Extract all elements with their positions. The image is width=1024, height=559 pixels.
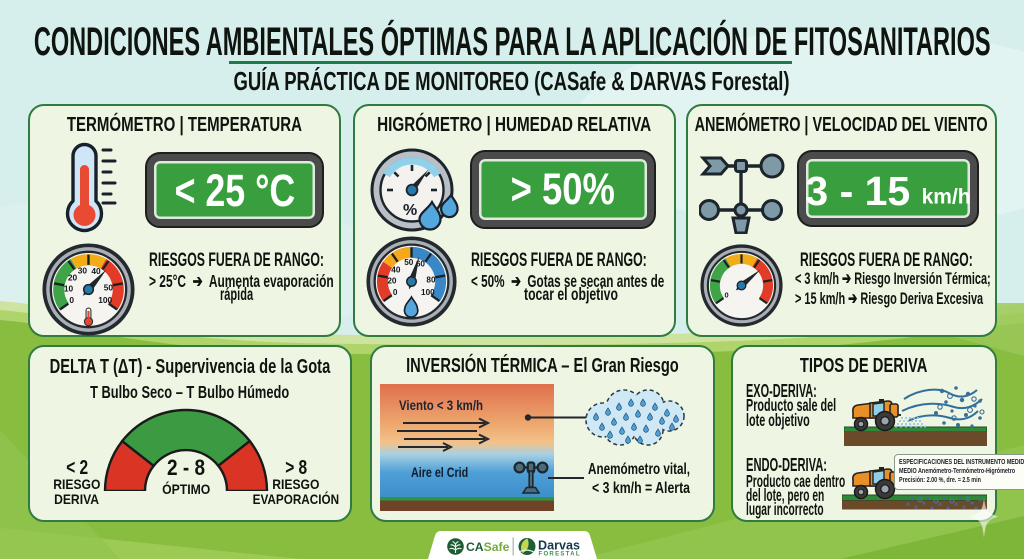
svg-text:FORESTAL: FORESTAL [539,551,581,556]
svg-text:0: 0 [69,295,74,305]
svg-text:0: 0 [393,288,398,297]
svg-text:40: 40 [91,266,101,276]
svg-text:100: 100 [421,288,435,297]
svg-text:40: 40 [391,265,401,274]
svg-text:10: 10 [64,284,74,294]
svg-text:30: 30 [78,265,88,275]
svg-text:50: 50 [404,258,414,267]
svg-text:20: 20 [68,272,78,282]
svg-text:100: 100 [98,295,112,305]
svg-text:60: 60 [416,260,426,269]
svg-text:50: 50 [104,283,114,293]
svg-text:CASafe: CASafe [466,540,510,554]
svg-text:0: 0 [724,291,728,300]
svg-text:Darvas: Darvas [538,538,580,552]
svg-text:%: % [403,202,417,219]
svg-text:20: 20 [387,277,397,286]
svg-text:80: 80 [426,276,436,285]
